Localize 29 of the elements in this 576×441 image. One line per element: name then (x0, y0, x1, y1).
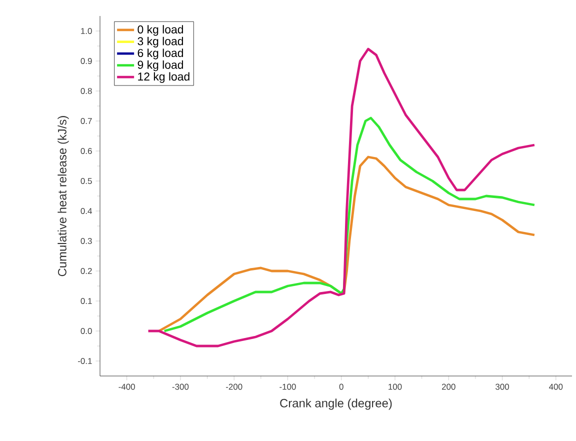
y-tick-label: 0.5 (80, 178, 92, 184)
x-tick-label: -300 (172, 384, 189, 390)
x-tick-label: 100 (388, 384, 402, 390)
y-tick-label: 0.0 (80, 328, 92, 334)
x-tick-label: 0 (339, 384, 344, 390)
y-tick-label: -0.1 (78, 358, 92, 364)
legend-label: 12 kg load (138, 72, 190, 83)
x-tick-label: 400 (549, 384, 563, 390)
y-tick-label: 0.7 (80, 118, 92, 124)
x-tick-label: -100 (280, 384, 296, 390)
legend-label: 0 kg load (138, 25, 183, 36)
legend-label: 9 kg load (138, 60, 183, 72)
y-tick-label: 0.9 (80, 58, 92, 64)
x-tick-label: -200 (226, 384, 242, 390)
x-tick-label: -400 (118, 384, 135, 390)
y-tick-label: 0.1 (80, 298, 92, 304)
y-tick-label: 0.8 (80, 88, 92, 94)
legend-label: 3 kg load (138, 36, 183, 48)
x-tick-label: 300 (496, 384, 509, 390)
y-tick-label: 0.6 (80, 148, 92, 154)
y-axis-title: Cumulative heat release (kJ/s) (58, 116, 69, 276)
x-tick-label: 200 (442, 384, 456, 390)
legend-label: 6 kg load (138, 48, 183, 60)
y-tick-label: 0.2 (80, 268, 92, 274)
x-axis-title: Crank angle (degree) (280, 398, 392, 410)
y-tick-label: 0.3 (80, 238, 92, 244)
line-series (163, 116, 536, 332)
y-tick-label: 1.0 (81, 28, 92, 34)
y-tick-label: 0.4 (80, 208, 92, 214)
